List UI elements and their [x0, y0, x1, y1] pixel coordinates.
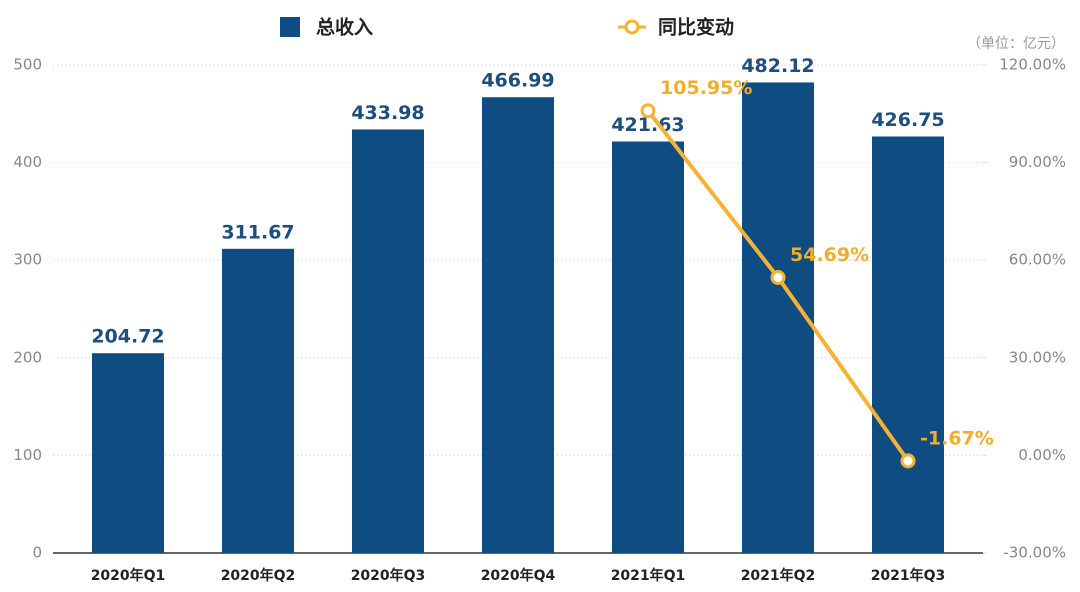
x-tick-label: 2021年Q2 [741, 567, 816, 584]
x-tick-label: 2020年Q3 [351, 567, 426, 584]
bar-value-label: 311.67 [221, 221, 294, 243]
legend-label: 总收入 [316, 16, 373, 39]
bar [92, 353, 164, 553]
bar-value-label: 426.75 [871, 109, 944, 131]
bar [612, 141, 684, 553]
legend-label: 同比变动 [658, 16, 734, 39]
legend-swatch [280, 17, 300, 37]
y-tick-label: 400 [13, 153, 42, 171]
line-marker [640, 103, 656, 119]
bar [482, 97, 554, 553]
line-value-label: -1.67% [920, 427, 994, 449]
x-tick-label: 2020年Q2 [221, 567, 296, 584]
x-tick-label: 2020年Q1 [91, 567, 166, 584]
y-tick-label: 500 [13, 56, 42, 74]
bar-value-label: 433.98 [351, 102, 424, 124]
x-tick-label: 2021年Q1 [611, 567, 686, 584]
bar-value-label: 482.12 [741, 55, 814, 77]
bar [222, 248, 294, 554]
y2-tick-label: 120.00% [999, 56, 1066, 74]
bar [872, 136, 944, 553]
y2-tick-label: 30.00% [1009, 348, 1066, 366]
bar-value-label: 204.72 [91, 326, 164, 348]
y-tick-label: 300 [13, 251, 42, 269]
y-tick-label: 200 [13, 348, 42, 366]
y2-tick-label: 60.00% [1009, 251, 1066, 269]
line-value-label: 54.69% [790, 244, 869, 266]
bar [742, 82, 814, 554]
line-marker [770, 269, 786, 285]
y2-tick-label: 0.00% [1018, 446, 1066, 464]
bar-value-label: 421.63 [611, 114, 684, 136]
bar [352, 129, 424, 553]
x-tick-label: 2020年Q4 [481, 567, 556, 584]
unit-label: （单位：亿元） [967, 36, 1065, 52]
line-marker [900, 453, 916, 469]
line-value-label: 105.95% [660, 77, 752, 99]
y2-tick-label: 90.00% [1009, 153, 1066, 171]
legend-marker [624, 19, 640, 35]
y-tick-label: 100 [13, 446, 42, 464]
bar-value-label: 466.99 [481, 70, 554, 92]
y-tick-label: 0 [32, 544, 42, 562]
x-tick-label: 2021年Q3 [871, 567, 946, 584]
y2-tick-label: -30.00% [1003, 544, 1066, 562]
